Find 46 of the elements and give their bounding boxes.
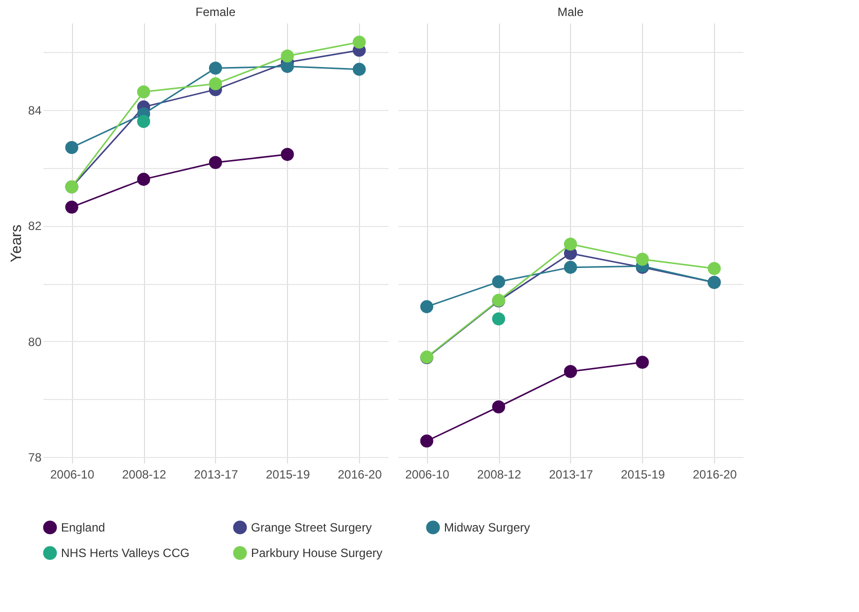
- point: [137, 114, 150, 128]
- point: [564, 365, 578, 378]
- point: [636, 356, 649, 369]
- legend-label: England: [61, 520, 106, 534]
- legend-label: Midway Surgery: [444, 520, 530, 534]
- point: [208, 156, 222, 170]
- y-axis-title: Years: [8, 224, 26, 262]
- point: [708, 262, 721, 275]
- point: [280, 148, 294, 161]
- y-tick-label: 80: [28, 334, 42, 349]
- x-tick-label: 2006-10: [405, 468, 450, 482]
- legend-label: Parkbury House Surgery: [251, 546, 382, 560]
- x-tick-label: 2013-17: [194, 468, 238, 482]
- legend-label: NHS Herts Valleys CCG: [61, 546, 190, 560]
- x-tick-label: 2016-20: [338, 468, 382, 482]
- chart-title: Male: [557, 5, 584, 19]
- point: [280, 60, 294, 73]
- x-tick-label: 2013-17: [548, 468, 594, 482]
- point: [492, 400, 506, 414]
- point: [137, 172, 150, 186]
- point: [352, 36, 366, 49]
- legend-label: Grange Street Surgery: [251, 520, 372, 534]
- point: [65, 140, 78, 154]
- x-tick-label: 2015-19: [620, 468, 666, 482]
- y-tick-label: 84: [28, 103, 42, 118]
- point: [492, 275, 506, 288]
- point: [137, 85, 150, 98]
- point: [492, 312, 506, 326]
- y-tick-label: 82: [28, 219, 42, 234]
- x-tick-label: 2006-10: [50, 468, 95, 482]
- x-tick-label: 2008-12: [477, 468, 522, 482]
- point: [420, 434, 434, 448]
- point: [352, 62, 366, 76]
- point: [636, 252, 649, 266]
- chart-title: Female: [195, 5, 236, 19]
- point: [65, 200, 78, 214]
- point: [208, 62, 222, 75]
- x-tick-label: 2008-12: [122, 468, 166, 482]
- y-tick-label: 78: [28, 450, 42, 465]
- point: [280, 49, 294, 63]
- point: [564, 260, 578, 274]
- point: [564, 238, 578, 251]
- x-tick-label: 2016-20: [692, 468, 738, 482]
- point: [208, 77, 222, 90]
- x-tick-label: 2015-19: [266, 468, 310, 482]
- point: [420, 300, 434, 314]
